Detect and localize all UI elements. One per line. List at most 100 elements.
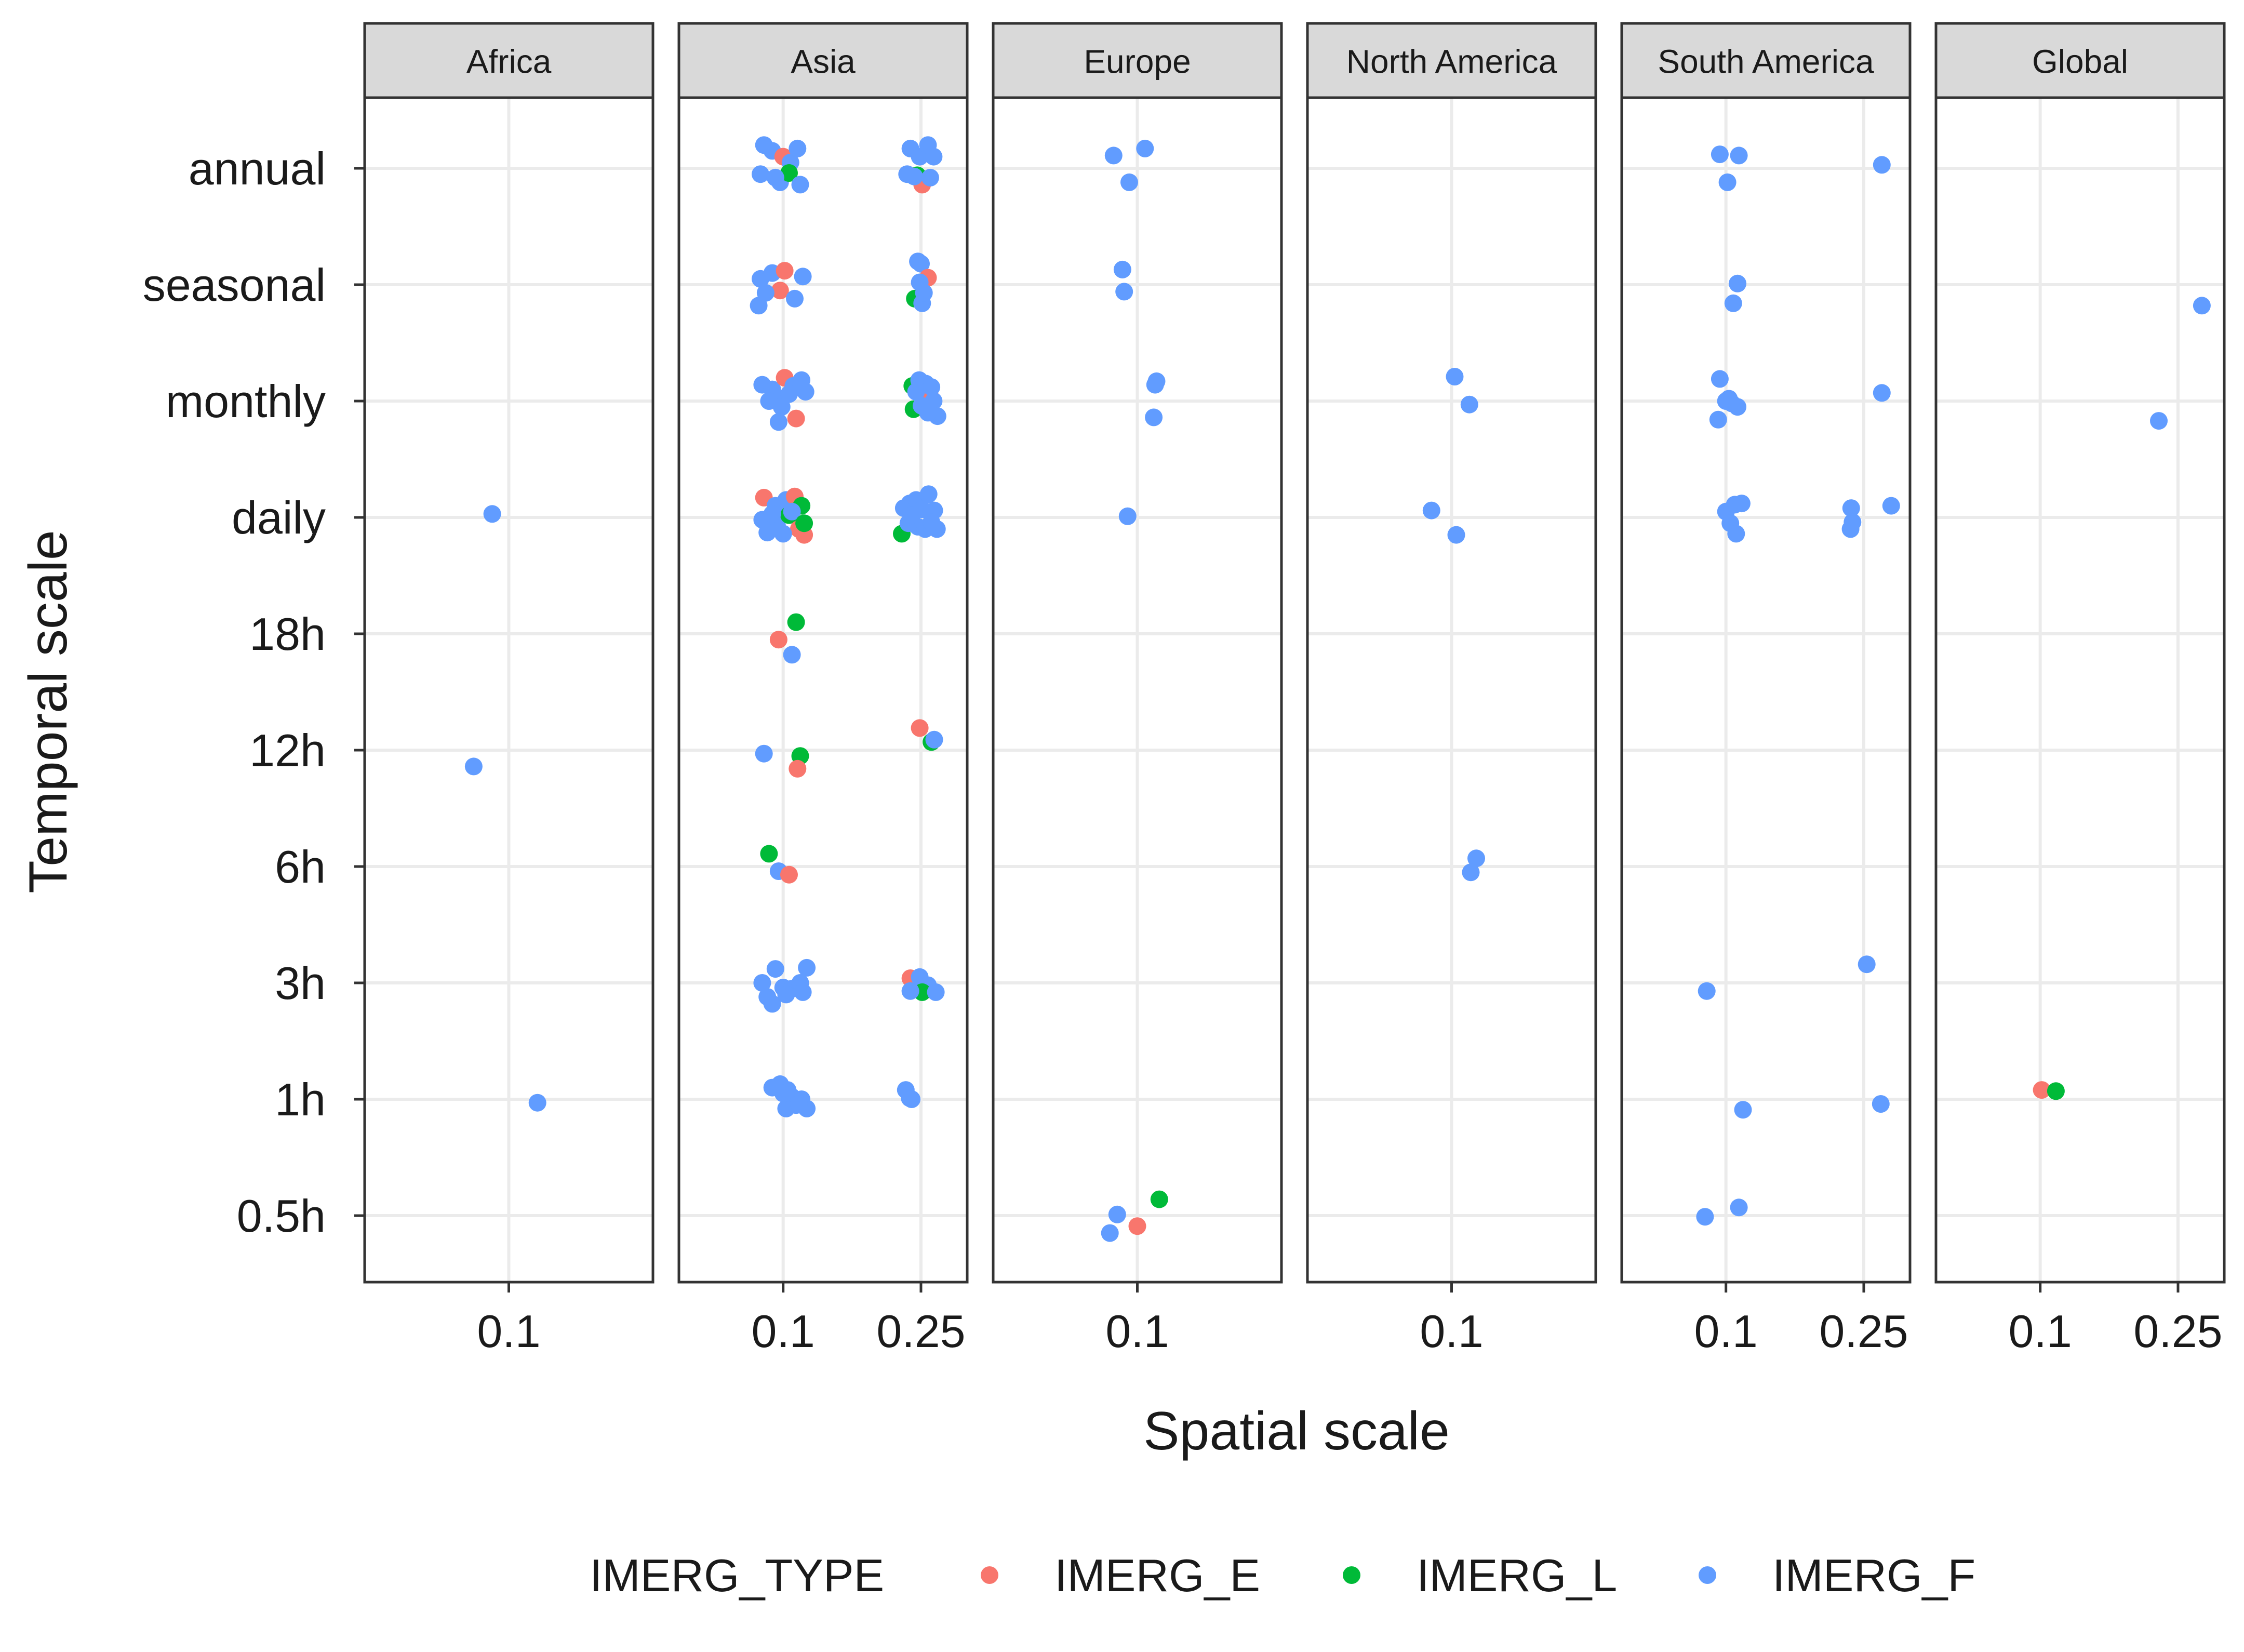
data-point	[925, 148, 943, 166]
data-point	[1104, 146, 1123, 165]
y-tick-label: 18h	[249, 608, 326, 660]
facet-points	[1101, 139, 1168, 1242]
panel-background	[1936, 98, 2224, 1282]
facet-panel: Africa 0.1	[363, 22, 654, 1357]
y-axis: 0.5h 1h 3h 6h 12h 18h daily monthly seasonal annu…	[143, 143, 365, 1242]
data-point	[752, 165, 769, 183]
y-axis-title: Temporal scale	[18, 530, 78, 893]
facet-points	[750, 136, 946, 1117]
data-point	[483, 505, 501, 523]
data-point	[1422, 501, 1440, 519]
y-tick-label: annual	[189, 143, 326, 194]
y-tick-label: monthly	[166, 376, 326, 427]
data-point	[2033, 1081, 2051, 1099]
data-point	[1872, 1095, 1890, 1113]
facet-strip	[1306, 22, 1597, 99]
data-point	[1873, 384, 1891, 402]
data-point	[925, 730, 943, 749]
facet-panel: Global 0.1 0.25	[1934, 22, 2226, 1357]
data-point	[903, 506, 921, 524]
y-tick-label: seasonal	[143, 259, 326, 311]
data-point	[1147, 372, 1166, 390]
data-point	[1729, 274, 1746, 292]
data-point	[1118, 507, 1137, 525]
data-point	[464, 757, 483, 776]
facet-points	[1422, 368, 1485, 882]
data-point	[1460, 395, 1478, 414]
facet-panel: South America 0.1 0.25	[1620, 22, 1912, 1357]
data-point	[766, 960, 784, 978]
data-point	[1711, 370, 1729, 388]
facet-strip	[992, 22, 1283, 99]
legend-entry: IMERG_E	[981, 1550, 1260, 1601]
data-point	[756, 284, 774, 302]
data-point	[2047, 1082, 2065, 1100]
data-point	[528, 1094, 546, 1112]
legend-key	[981, 1566, 998, 1584]
legend-entry: IMERG_F	[1699, 1550, 1975, 1601]
facet-strip-label: Europe	[1084, 43, 1191, 81]
data-point	[1841, 520, 1860, 538]
x-tick-label: 0.1	[1694, 1305, 1758, 1357]
x-tick-label: 0.1	[752, 1305, 815, 1357]
facet-strip-label: Africa	[466, 43, 552, 81]
legend-label: IMERG_F	[1772, 1550, 1975, 1601]
data-point	[1446, 368, 1464, 385]
data-point	[1882, 497, 1900, 515]
legend-label: IMERG_L	[1417, 1550, 1617, 1601]
legend-key	[1699, 1566, 1716, 1584]
data-point	[1709, 410, 1727, 429]
legend-title: IMERG_TYPE	[590, 1550, 884, 1601]
facet-strip	[677, 22, 969, 99]
data-point	[907, 383, 925, 401]
data-point	[1447, 526, 1465, 544]
data-point	[777, 985, 795, 1004]
data-point	[919, 404, 937, 422]
facet-strip	[1934, 22, 2226, 99]
data-point	[760, 845, 778, 863]
data-point	[1128, 1217, 1146, 1235]
facet-strip-label: North America	[1346, 43, 1557, 81]
data-point	[903, 1090, 921, 1108]
data-point	[1150, 1190, 1168, 1208]
data-point	[912, 255, 930, 273]
data-point	[795, 514, 813, 532]
data-point	[919, 485, 938, 503]
data-point	[1711, 145, 1729, 164]
data-point	[1720, 390, 1738, 408]
data-point	[905, 167, 923, 185]
data-point	[1858, 955, 1876, 974]
data-point	[1113, 260, 1131, 278]
y-tick-label: daily	[232, 492, 326, 543]
facet-panel: North America 0.1	[1306, 22, 1597, 1357]
facet-panel: Asia 0.1 0.25	[677, 22, 969, 1357]
data-point	[771, 282, 789, 300]
data-point	[1136, 139, 1154, 157]
facet-points	[464, 505, 546, 1112]
data-point	[780, 385, 798, 403]
data-point	[1873, 156, 1891, 174]
legend-entry: IMERG_L	[1343, 1550, 1617, 1601]
data-point	[753, 974, 771, 992]
x-tick-label: 0.1	[2009, 1305, 2072, 1357]
data-point	[1698, 982, 1716, 1000]
data-point	[1842, 499, 1860, 517]
data-point	[928, 520, 946, 538]
data-point	[2150, 412, 2168, 430]
legend-entries: IMERG_E IMERG_L IMERG_F	[981, 1550, 1975, 1601]
data-point	[1734, 1101, 1752, 1119]
data-point	[911, 273, 929, 291]
data-point	[1730, 146, 1748, 165]
data-point	[794, 268, 812, 286]
data-point	[1108, 1205, 1126, 1223]
y-tick-label: 0.5h	[237, 1190, 326, 1242]
data-point	[1467, 849, 1485, 868]
data-point	[923, 378, 941, 396]
x-tick-label: 0.1	[477, 1305, 540, 1357]
data-point	[769, 631, 787, 649]
facet-strip-label: South America	[1658, 43, 1874, 81]
facet-panel: Europe 0.1	[992, 22, 1283, 1357]
legend: IMERG_TYPE IMERG_E IMERG_L IMERG_F	[590, 1550, 1975, 1601]
data-point	[1696, 1208, 1714, 1226]
y-tick-label: 6h	[275, 841, 326, 892]
